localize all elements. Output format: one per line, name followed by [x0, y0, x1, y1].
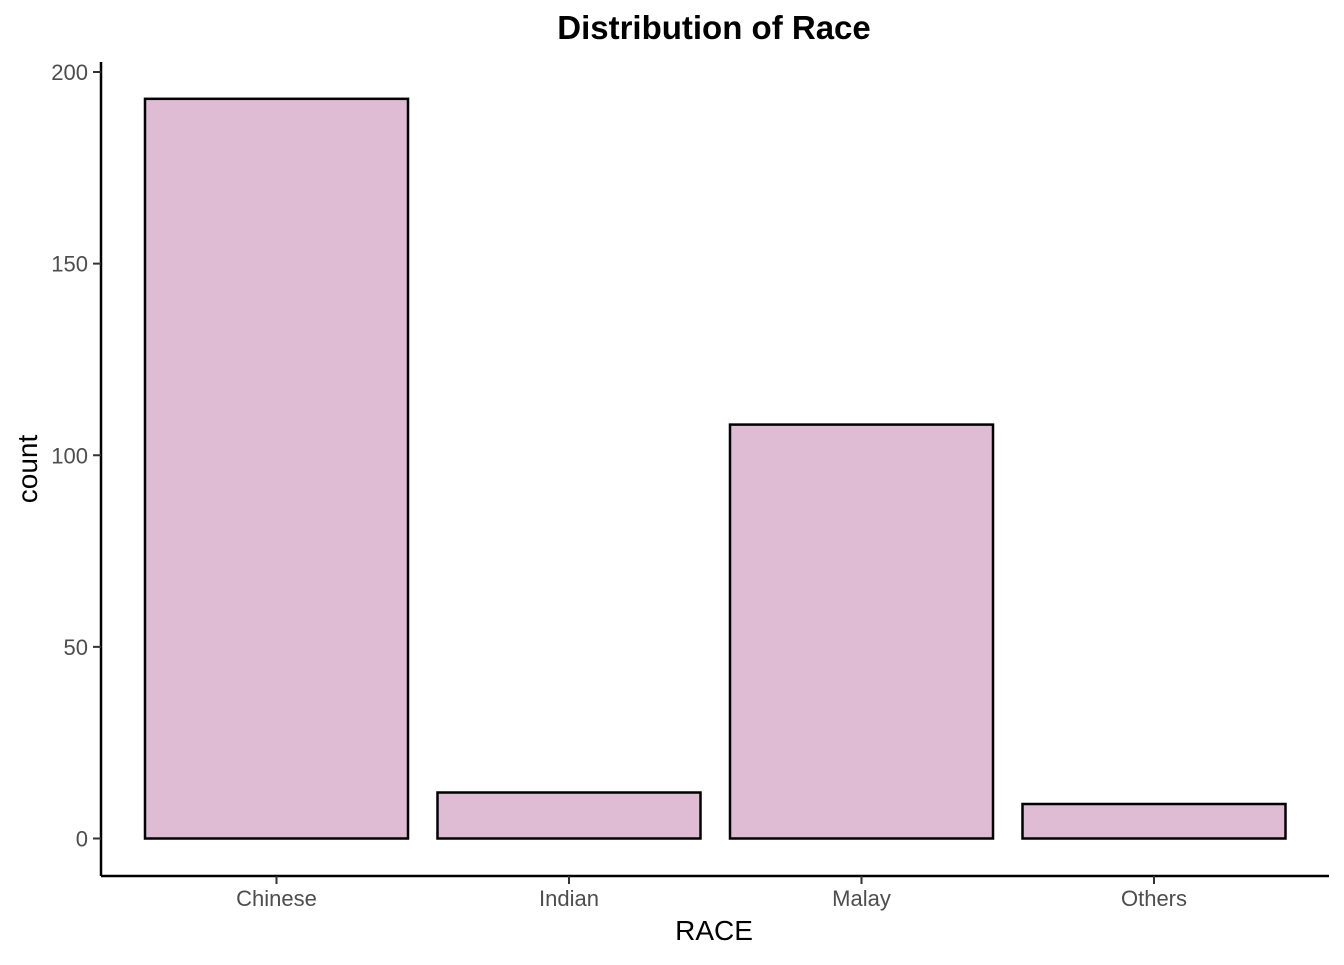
- y-tick-label-0: 0: [76, 827, 88, 852]
- y-tick-label-100: 100: [51, 443, 88, 468]
- x-axis-title: RACE: [675, 915, 753, 946]
- x-tick-label-malay: Malay: [832, 886, 891, 911]
- y-tick-label-50: 50: [64, 635, 88, 660]
- bar-indian: [436, 791, 702, 840]
- chart-title: Distribution of Race: [557, 9, 871, 46]
- x-tick-label-others: Others: [1121, 886, 1187, 911]
- y-tick-label-150: 150: [51, 252, 88, 277]
- bars-layer: [143, 97, 1287, 840]
- y-axis: 0 50 100 150 200: [51, 60, 103, 876]
- y-tick-label-200: 200: [51, 60, 88, 85]
- bar-chinese: [143, 97, 410, 840]
- bar-others: [1021, 802, 1287, 840]
- bar-malay: [728, 423, 995, 840]
- x-tick-label-indian: Indian: [539, 886, 599, 911]
- x-tick-label-chinese: Chinese: [236, 886, 317, 911]
- x-axis: Chinese Indian Malay Others: [101, 874, 1329, 911]
- y-axis-title: count: [12, 435, 43, 504]
